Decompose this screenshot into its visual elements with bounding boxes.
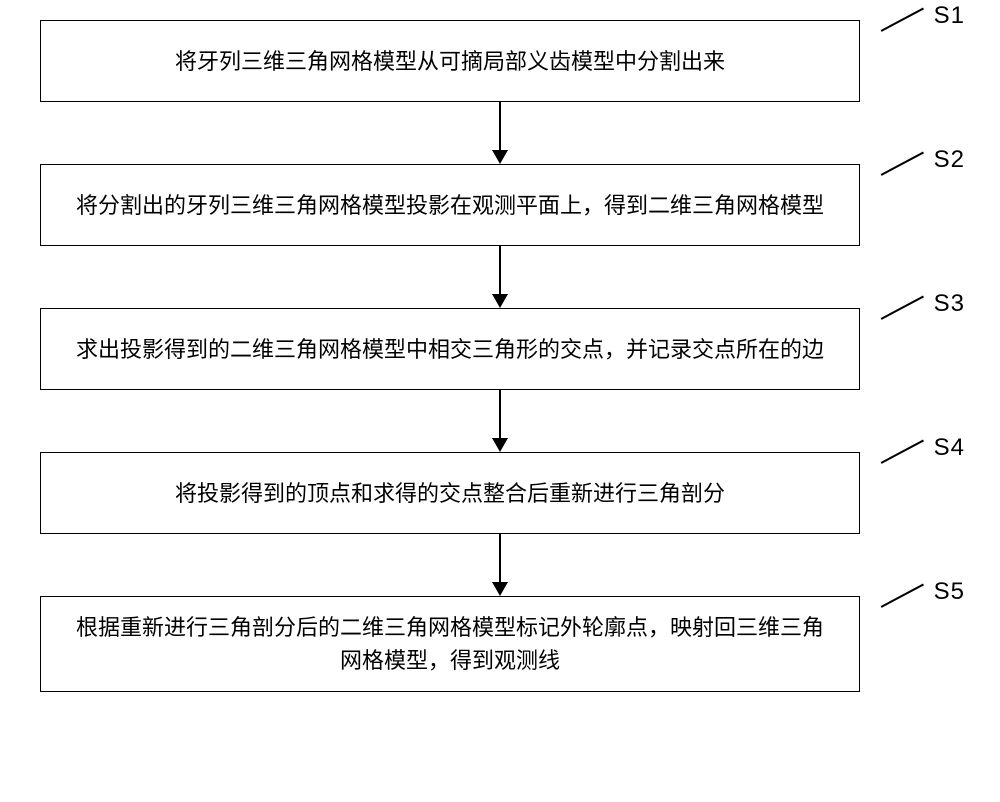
step-label-wrap-2: S2: [881, 164, 965, 176]
step-label: S5: [934, 578, 965, 606]
step-text: 将牙列三维三角网格模型从可摘局部义齿模型中分割出来: [175, 45, 725, 78]
step-box-4: 将投影得到的顶点和求得的交点整合后重新进行三角剖分: [40, 452, 860, 534]
step-label-wrap-3: S3: [881, 308, 965, 320]
arrow-line: [499, 102, 501, 152]
step-row-1: 将牙列三维三角网格模型从可摘局部义齿模型中分割出来 S1: [40, 20, 960, 102]
connector-line: [880, 8, 923, 32]
arrow-line: [499, 390, 501, 440]
arrow-4: [90, 534, 910, 596]
step-row-2: 将分割出的牙列三维三角网格模型投影在观测平面上，得到二维三角网格模型 S2: [40, 164, 960, 246]
step-label-wrap-5: S5: [881, 596, 965, 608]
flowchart-container: 将牙列三维三角网格模型从可摘局部义齿模型中分割出来 S1 将分割出的牙列三维三角…: [40, 20, 960, 692]
step-label: S2: [934, 146, 965, 174]
step-row-3: 求出投影得到的二维三角网格模型中相交三角形的交点，并记录交点所在的边 S3: [40, 308, 960, 390]
step-label-wrap-4: S4: [881, 452, 965, 464]
arrow-3: [90, 390, 910, 452]
step-text: 求出投影得到的二维三角网格模型中相交三角形的交点，并记录交点所在的边: [76, 333, 824, 366]
step-box-1: 将牙列三维三角网格模型从可摘局部义齿模型中分割出来: [40, 20, 860, 102]
arrow-head-icon: [492, 582, 508, 596]
arrow-head-icon: [492, 294, 508, 308]
step-text: 将分割出的牙列三维三角网格模型投影在观测平面上，得到二维三角网格模型: [76, 189, 824, 222]
step-text: 根据重新进行三角剖分后的二维三角网格模型标记外轮廓点，映射回三维三角网格模型，得…: [71, 611, 829, 677]
step-label: S4: [934, 434, 965, 462]
arrow-1: [90, 102, 910, 164]
arrow-2: [90, 246, 910, 308]
step-label: S3: [934, 290, 965, 318]
step-label-wrap-1: S1: [881, 20, 965, 32]
step-text: 将投影得到的顶点和求得的交点整合后重新进行三角剖分: [175, 477, 725, 510]
step-row-5: 根据重新进行三角剖分后的二维三角网格模型标记外轮廓点，映射回三维三角网格模型，得…: [40, 596, 960, 692]
step-box-3: 求出投影得到的二维三角网格模型中相交三角形的交点，并记录交点所在的边: [40, 308, 860, 390]
arrow-line: [499, 246, 501, 296]
step-label: S1: [934, 2, 965, 30]
step-row-4: 将投影得到的顶点和求得的交点整合后重新进行三角剖分 S4: [40, 452, 960, 534]
arrow-head-icon: [492, 150, 508, 164]
step-box-5: 根据重新进行三角剖分后的二维三角网格模型标记外轮廓点，映射回三维三角网格模型，得…: [40, 596, 860, 692]
arrow-line: [499, 534, 501, 584]
step-box-2: 将分割出的牙列三维三角网格模型投影在观测平面上，得到二维三角网格模型: [40, 164, 860, 246]
arrow-head-icon: [492, 438, 508, 452]
